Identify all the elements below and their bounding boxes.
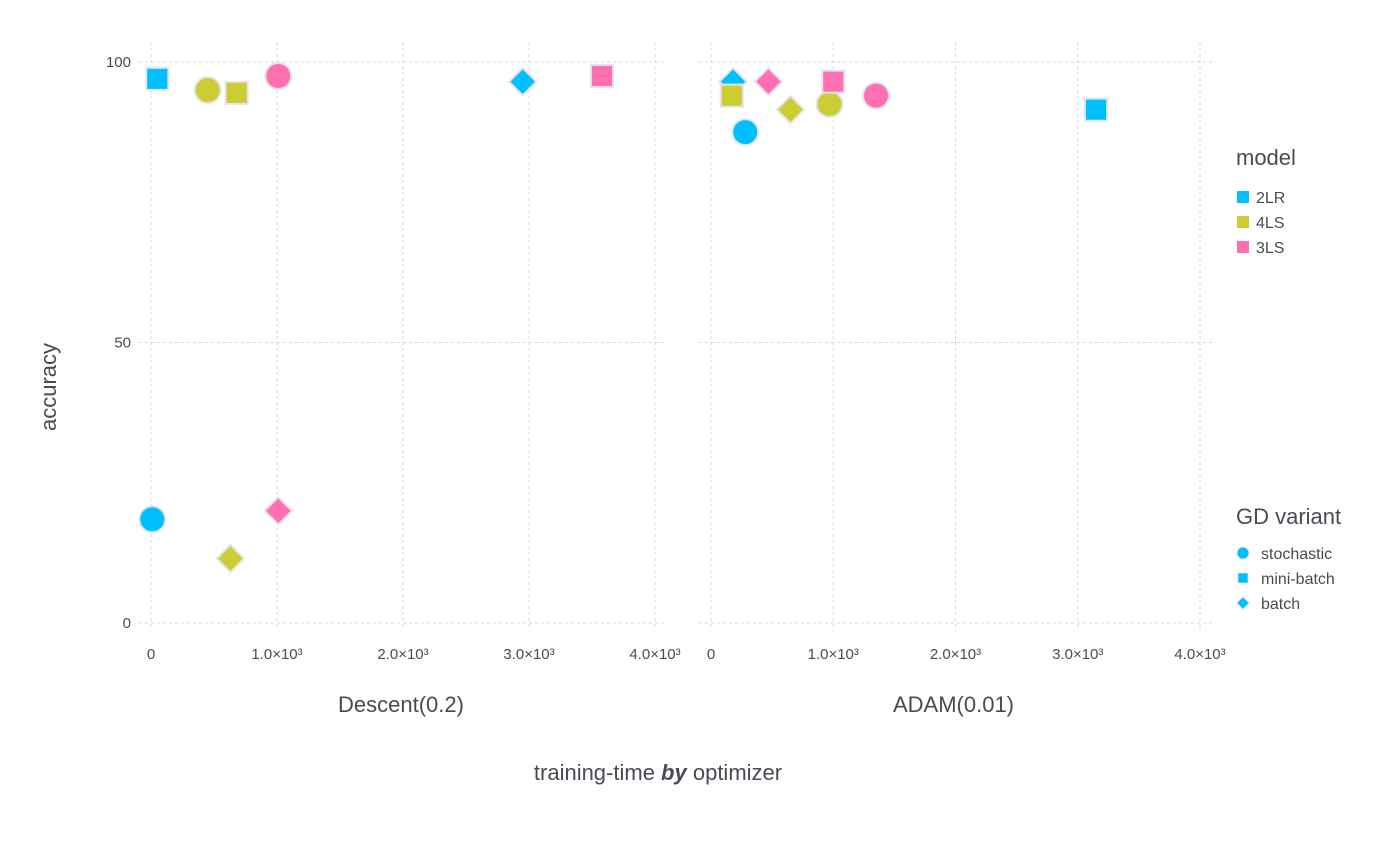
legend-model: model 2LR 4LS 3LS (1236, 145, 1296, 257)
data-point-2lr-batch (507, 66, 538, 97)
legend-label: 2LR (1256, 190, 1285, 207)
data-point-4ls-stochastic (193, 76, 222, 105)
legend-label: 4LS (1256, 215, 1284, 232)
data-point-2lr-mini-batch (1084, 97, 1109, 122)
legend-model-title: model (1236, 145, 1296, 170)
legend-item-2lr: 2LR (1237, 190, 1285, 207)
x-axis-title: training-time by optimizer (534, 760, 782, 785)
facet-panels: 0 50 100 0 1.0×10³ 2.0×10³ 3.0×10³ 4.0×10³ Desce… (106, 42, 1226, 717)
y-tick-label: 100 (106, 54, 131, 71)
data-point-4ls-stochastic (815, 90, 844, 119)
data-point-2lr-stochastic (731, 118, 760, 147)
legend-swatch (1237, 241, 1249, 253)
y-axis-title: accuracy (36, 343, 61, 431)
x-axis-title-suffix: optimizer (687, 760, 782, 785)
data-point-2lr-mini-batch (145, 66, 170, 91)
facet-panel-descent-0-2: 0 50 100 0 1.0×10³ 2.0×10³ 3.0×10³ 4.0×10³ Desce… (106, 42, 681, 717)
legend-item-3ls: 3LS (1237, 240, 1284, 257)
y-tick-label: 0 (123, 615, 131, 632)
legend-stochastic-marker (1236, 546, 1250, 560)
legend-gd-variant-title: GD variant (1236, 504, 1341, 529)
legend-swatch (1237, 216, 1249, 228)
data-point-3ls-batch (263, 495, 294, 526)
legend-item-batch: batch (1235, 595, 1300, 613)
x-tick-label: 0 (147, 646, 155, 663)
legend-item-4ls: 4LS (1237, 215, 1284, 232)
data-point-3ls-stochastic (862, 81, 891, 110)
facet-label: Descent(0.2) (338, 692, 464, 717)
x-tick-label: 1.0×10³ (808, 646, 859, 663)
data-point-3ls-batch (753, 66, 784, 97)
data-point-4ls-batch (775, 94, 806, 125)
x-axis-title-prefix: training-time (534, 760, 661, 785)
x-tick-label: 4.0×10³ (1174, 646, 1225, 663)
legend-label: 3LS (1256, 240, 1284, 257)
legend-item-mini-batch: mini-batch (1237, 571, 1335, 588)
data-point-3ls-mini-batch (590, 63, 615, 89)
x-tick-label: 2.0×10³ (930, 646, 981, 663)
data-point-3ls-mini-batch (821, 69, 846, 94)
legend-batch-marker (1235, 595, 1251, 611)
x-tick-label: 0 (707, 646, 715, 663)
facet-label: ADAM(0.01) (893, 692, 1014, 717)
y-tick-label: 50 (114, 335, 131, 352)
legend-label: stochastic (1261, 546, 1332, 563)
legend-item-stochastic: stochastic (1236, 546, 1332, 563)
data-point-2lr-stochastic (138, 505, 167, 534)
legend-label: mini-batch (1261, 571, 1335, 588)
x-axis-title-emphasis: by (661, 760, 688, 785)
legend-swatch (1237, 191, 1249, 203)
legend-gd-variant: GD variant stochastic mini-batch batch (1235, 504, 1341, 613)
data-point-4ls-mini-batch (719, 83, 744, 108)
x-tick-label: 4.0×10³ (629, 646, 680, 663)
legend-label: batch (1261, 596, 1300, 613)
x-tick-label: 3.0×10³ (1052, 646, 1103, 663)
x-tick-label: 3.0×10³ (503, 646, 554, 663)
data-point-4ls-mini-batch (224, 80, 249, 105)
facet-panel-adam-0-01: 0 1.0×10³ 2.0×10³ 3.0×10³ 4.0×10³ ADAM(0.01) (699, 42, 1226, 717)
data-point-3ls-stochastic (264, 62, 293, 91)
x-tick-label: 2.0×10³ (377, 646, 428, 663)
x-tick-label: 1.0×10³ (251, 646, 302, 663)
legend-mini-batch-marker (1237, 572, 1249, 584)
data-point-4ls-batch (215, 543, 246, 574)
